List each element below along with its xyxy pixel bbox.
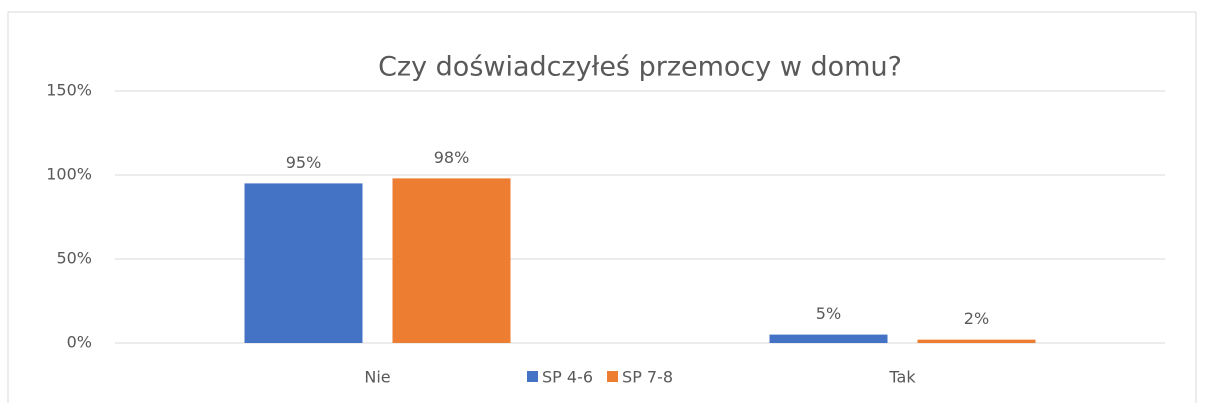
x-tick-label: Tak: [888, 368, 916, 387]
x-tick-label: Nie: [364, 368, 390, 387]
bar: [244, 183, 363, 343]
data-label: 98%: [434, 148, 470, 167]
bar: [392, 178, 511, 343]
chart-border: [7, 11, 1197, 403]
y-tick-label: 100%: [46, 165, 92, 184]
chart-title: Czy doświadczyłeś przemocy w domu?: [378, 52, 902, 83]
legend-swatch: [527, 371, 538, 382]
y-tick-label: 0%: [67, 333, 92, 352]
bar: [917, 339, 1036, 343]
data-label: 5%: [816, 304, 841, 323]
bar: [769, 334, 888, 343]
legend-swatch: [607, 371, 619, 382]
y-tick-label: 50%: [56, 249, 92, 268]
y-tick-label: 150%: [46, 81, 92, 100]
legend-label: SP 7-8: [622, 368, 673, 387]
data-label: 2%: [964, 309, 989, 328]
data-label: 95%: [286, 153, 322, 172]
legend-label: SP 4-6: [542, 368, 593, 387]
